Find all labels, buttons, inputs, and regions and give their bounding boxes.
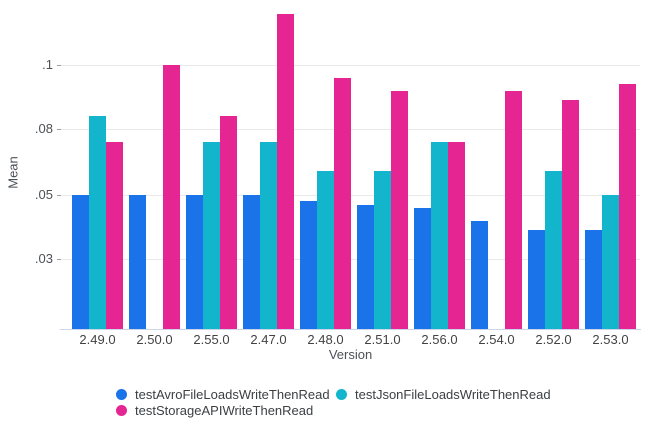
gridline (61, 65, 640, 66)
y-axis-tick-label: .08 (34, 121, 53, 136)
x-axis-tick-label: 2.55.0 (193, 332, 230, 347)
bar[interactable] (391, 90, 408, 329)
bar[interactable] (72, 195, 89, 329)
bar[interactable] (545, 170, 562, 329)
bar[interactable] (260, 142, 277, 329)
avro-series-dot-icon (116, 388, 127, 400)
bar[interactable] (277, 13, 294, 329)
y-axis-tick-label: .1 (42, 57, 53, 72)
legend-label: testJsonFileLoadsWriteThenRead (355, 386, 551, 402)
bar[interactable] (186, 195, 203, 329)
x-axis-tick-label: 2.47.0 (250, 332, 287, 347)
y-axis-tick-label: .03 (34, 251, 53, 266)
legend-item-storage[interactable]: testStorageAPIWriteThenRead (116, 402, 314, 418)
bar[interactable] (129, 195, 146, 329)
x-axis-title: Version (328, 347, 373, 362)
bar[interactable] (334, 77, 351, 329)
legend-label: testStorageAPIWriteThenRead (135, 402, 314, 418)
y-tick-mark-icon (57, 129, 61, 130)
x-axis-line (60, 329, 641, 330)
y-axis-title: Mean (5, 156, 21, 189)
x-axis-tick-label: 2.49.0 (79, 332, 116, 347)
x-axis-tick-label: 2.48.0 (307, 332, 344, 347)
bar[interactable] (562, 100, 579, 329)
x-axis-tick-label: 2.51.0 (364, 332, 401, 347)
bar[interactable] (528, 230, 545, 329)
bar[interactable] (220, 116, 237, 329)
bar[interactable] (317, 170, 334, 329)
x-axis-tick-label: 2.53.0 (592, 332, 629, 347)
x-axis-tick-label: 2.50.0 (136, 332, 173, 347)
y-tick-mark-icon (57, 259, 61, 260)
bar[interactable] (106, 142, 123, 329)
bar[interactable] (300, 201, 317, 329)
bar[interactable] (89, 116, 106, 329)
bar[interactable] (448, 142, 465, 329)
bar[interactable] (374, 170, 391, 329)
bar[interactable] (243, 195, 260, 329)
y-tick-mark-icon (57, 65, 61, 66)
legend-item-avro[interactable]: testAvroFileLoadsWriteThenRead (116, 386, 330, 402)
bar[interactable] (414, 207, 431, 329)
bar[interactable] (505, 90, 522, 329)
y-axis-tick-label: .05 (34, 187, 53, 202)
bar[interactable] (619, 84, 636, 329)
bar[interactable] (163, 65, 180, 329)
json-series-dot-icon (336, 388, 347, 400)
x-axis-tick-label: 2.52.0 (535, 332, 572, 347)
x-axis-tick-label: 2.54.0 (478, 332, 515, 347)
bar[interactable] (585, 230, 602, 329)
bar[interactable] (431, 142, 448, 329)
legend-item-json[interactable]: testJsonFileLoadsWriteThenRead (336, 386, 551, 402)
bar[interactable] (357, 204, 374, 329)
bar[interactable] (602, 195, 619, 329)
y-tick-mark-icon (57, 195, 61, 196)
bar[interactable] (471, 220, 488, 329)
legend-label: testAvroFileLoadsWriteThenRead (135, 386, 330, 402)
x-axis-tick-label: 2.56.0 (421, 332, 458, 347)
storage-series-dot-icon (116, 404, 127, 416)
bar[interactable] (203, 142, 220, 329)
